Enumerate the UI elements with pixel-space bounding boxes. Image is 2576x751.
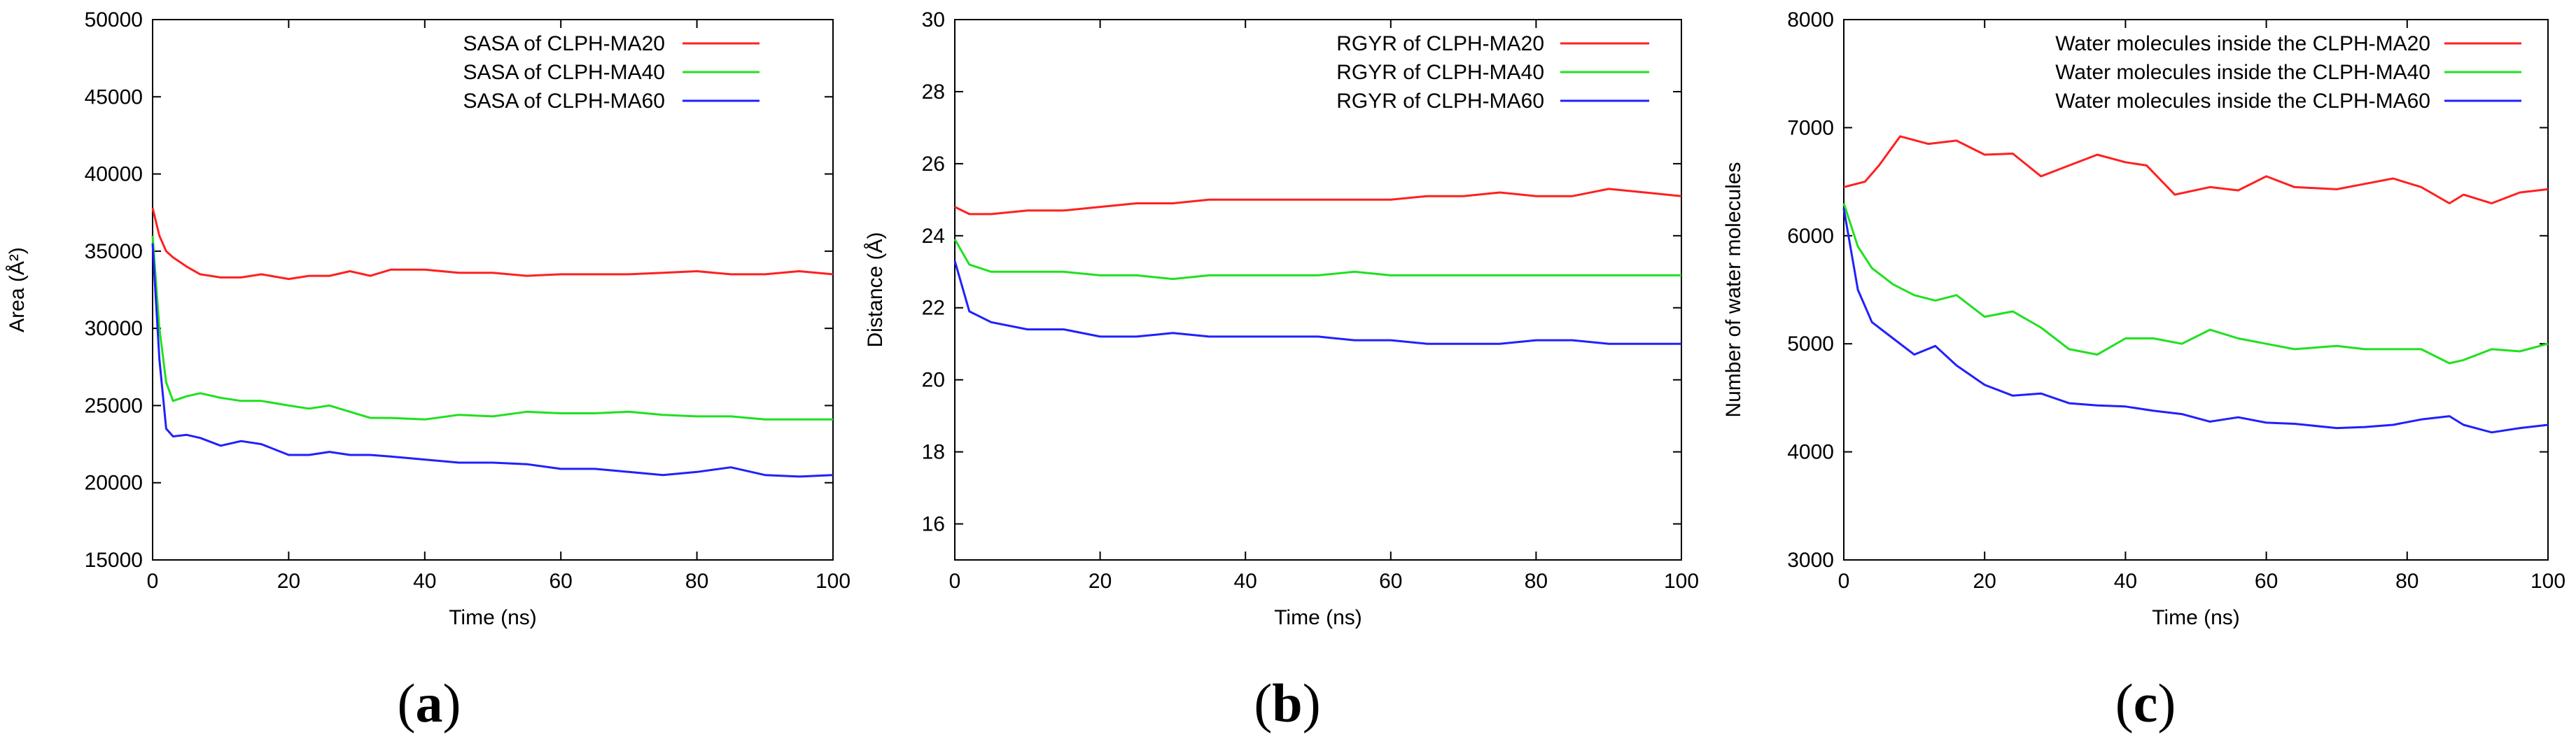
panel-label-b-letter: b [1272, 673, 1303, 734]
y-tick-label-a-2: 25000 [85, 394, 143, 417]
y-tick-label-c-2: 5000 [1787, 332, 1834, 356]
panel-label-a-letter: a [415, 673, 443, 734]
chart-a-svg: 0 20 40 60 80 100 15000 20000 25000 30000 35000 400… [6, 8, 850, 629]
x-tick-label-b-4: 80 [1525, 570, 1548, 593]
panel-label-c: (c) [2115, 673, 2176, 734]
legend-label-a-0: SASA of CLPH-MA20 [463, 32, 665, 55]
chart-c-svg: 0 20 40 60 80 100 3000 4000 5000 6000 7000 8000 Time… [1722, 8, 2566, 629]
legend-label-a-2: SASA of CLPH-MA60 [463, 90, 665, 113]
legend-label-c-2: Water molecules inside the CLPH-MA60 [2055, 90, 2430, 113]
x-tick-label-c-2: 40 [2114, 570, 2137, 593]
y-tick-label-b-5: 26 [922, 153, 945, 176]
y-tick-label-a-7: 50000 [85, 8, 143, 31]
x-tick-label-a-3: 60 [550, 570, 573, 593]
panel-label-a: (a) [397, 673, 461, 734]
legend-label-c-1: Water molecules inside the CLPH-MA40 [2055, 61, 2430, 84]
y-tick-label-b-1: 18 [922, 441, 945, 464]
y-tick-label-a-0: 15000 [85, 549, 143, 572]
chart-panel-b: 0 20 40 60 80 100 16 18 20 22 24 26 28 30 Time (ns) Dis… [858, 0, 1716, 751]
y-tick-label-b-0: 16 [922, 513, 945, 536]
y-tick-label-b-2: 20 [922, 369, 945, 392]
plot-frame-b [954, 19, 1682, 561]
chart-panel-c: 0 20 40 60 80 100 3000 4000 5000 6000 7000 8000 Time… [1716, 0, 2575, 751]
x-axis-title-c: Time (ns) [2152, 606, 2240, 629]
plot-frame-c [1843, 19, 2549, 561]
y-tick-label-c-3: 6000 [1787, 225, 1834, 248]
y-tick-label-b-3: 22 [922, 297, 945, 320]
legend-label-c-0: Water molecules inside the CLPH-MA20 [2055, 32, 2430, 55]
chart-panel-a: 0 20 40 60 80 100 15000 20000 25000 30000 35000 400… [0, 0, 858, 751]
series-line-a-1 [151, 235, 833, 421]
x-tick-label-a-4: 80 [685, 570, 708, 593]
series-line-c-0 [1843, 135, 2549, 204]
legend-label-b-0: RGYR of CLPH-MA20 [1336, 32, 1544, 55]
x-axis-title-b: Time (ns) [1274, 606, 1362, 629]
legend-label-a-1: SASA of CLPH-MA40 [463, 61, 665, 84]
x-tick-label-b-2: 40 [1234, 570, 1257, 593]
x-tick-label-b-0: 0 [949, 570, 961, 593]
y-tick-label-a-4: 35000 [85, 240, 143, 263]
legend-label-b-1: RGYR of CLPH-MA40 [1336, 61, 1544, 84]
x-tick-label-a-2: 40 [413, 570, 436, 593]
series-line-a-0 [151, 207, 834, 281]
x-tick-label-b-1: 20 [1088, 570, 1112, 593]
y-tick-label-a-6: 45000 [85, 85, 143, 108]
y-axis-title-c: Number of water molecules [1722, 162, 1745, 417]
plot-frame-a [152, 19, 834, 561]
y-tick-label-b-6: 28 [922, 80, 945, 104]
x-tick-label-a-1: 20 [277, 570, 300, 593]
y-tick-label-b-4: 24 [922, 225, 945, 248]
series-line-b-0 [954, 188, 1682, 216]
x-tick-label-c-0: 0 [1838, 570, 1850, 593]
x-tick-label-c-3: 60 [2255, 570, 2278, 593]
series-line-a-2 [151, 243, 834, 478]
x-tick-label-c-5: 100 [2530, 570, 2566, 593]
x-tick-label-a-5: 100 [816, 570, 850, 593]
y-tick-label-a-1: 20000 [85, 472, 143, 495]
x-tick-label-c-1: 20 [1973, 570, 1996, 593]
panel-label-b: (b) [1254, 673, 1321, 734]
y-axis-title-a: Area (Å²) [6, 247, 29, 332]
y-tick-label-c-4: 7000 [1787, 116, 1834, 139]
x-tick-label-a-0: 0 [147, 570, 159, 593]
y-tick-label-a-5: 40000 [85, 163, 143, 186]
y-tick-label-a-3: 30000 [85, 317, 143, 340]
series-line-c-1 [1842, 203, 2549, 365]
y-tick-label-c-5: 8000 [1787, 8, 1834, 31]
x-axis-title-a: Time (ns) [449, 606, 537, 629]
chart-b-svg: 0 20 40 60 80 100 16 18 20 22 24 26 28 30 Time (ns) Dis… [864, 8, 1699, 629]
y-tick-label-c-1: 4000 [1787, 441, 1834, 464]
y-tick-label-b-7: 30 [922, 8, 945, 31]
x-tick-label-b-5: 100 [1664, 570, 1699, 593]
y-tick-label-c-0: 3000 [1787, 549, 1834, 572]
series-line-b-1 [953, 239, 1681, 281]
x-tick-label-b-3: 60 [1379, 570, 1402, 593]
series-line-b-2 [953, 260, 1681, 345]
x-tick-label-c-4: 80 [2395, 570, 2418, 593]
series-line-c-2 [1842, 208, 2549, 434]
legend-label-b-2: RGYR of CLPH-MA60 [1336, 90, 1544, 113]
panel-label-c-letter: c [2133, 673, 2158, 734]
y-axis-title-b: Distance (Å) [864, 232, 887, 347]
